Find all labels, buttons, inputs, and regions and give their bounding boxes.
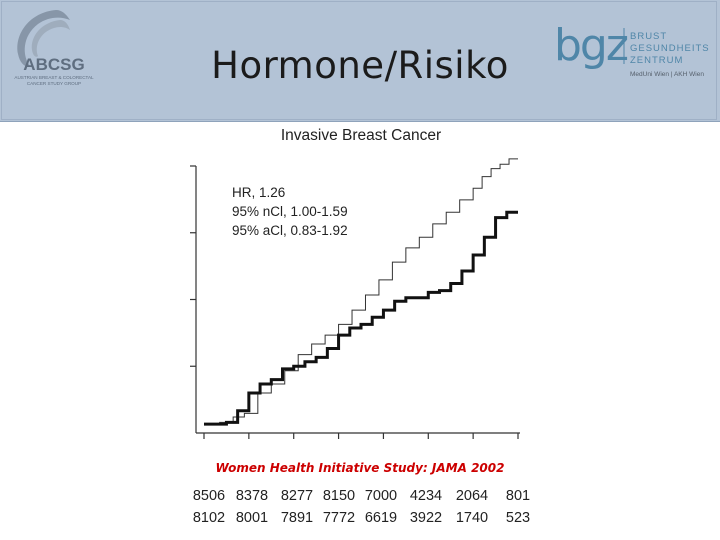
risk-cell: 3922 <box>409 510 443 526</box>
risk-cell: 523 <box>505 510 531 526</box>
risk-cell: 8102 <box>192 510 226 526</box>
abcsg-swirl-outer <box>17 10 70 67</box>
annotation-acl: 95% aCl, 0.83-1.92 <box>232 223 348 238</box>
risk-cell: 7772 <box>322 510 356 526</box>
risk-cell: 7891 <box>280 510 314 526</box>
abcsg-subline-2: CANCER STUDY GROUP <box>27 81 81 86</box>
risk-cell: 8150 <box>322 488 356 504</box>
abcsg-logo: ABCSG AUSTRIAN BREAST & COLORECTAL CANCE… <box>14 10 94 86</box>
risk-cell: 8277 <box>280 488 314 504</box>
chart-title: Invasive Breast Cancer <box>280 127 442 144</box>
abcsg-wordmark: ABCSG <box>23 55 84 74</box>
bgz-line-1: BRUST <box>630 31 667 42</box>
annotation-ncl: 95% nCl, 1.00-1.59 <box>232 204 348 219</box>
bgz-line-3: ZENTRUM <box>630 55 683 66</box>
bgz-logo: bgz BRUST GESUNDHEITS ZENTRUM MedUni Wie… <box>554 20 710 78</box>
slide-title: Hormone/Risiko <box>211 44 509 87</box>
risk-cell: 1740 <box>455 510 489 526</box>
risk-row: 8506 8378 8277 8150 7000 4234 2064 801 <box>186 488 546 508</box>
source-note: Women Health Initiative Study: JAMA 2002 <box>215 461 505 475</box>
annotation-hr: HR, 1.26 <box>232 185 285 200</box>
series-group <box>204 158 518 426</box>
risk-cell: 4234 <box>409 488 443 504</box>
risk-cell: 8506 <box>192 488 226 504</box>
bgz-line-4: MedUni Wien | AKH Wien <box>630 71 704 78</box>
slide-header: ABCSG AUSTRIAN BREAST & COLORECTAL CANCE… <box>0 0 720 122</box>
risk-cell: 2064 <box>455 488 489 504</box>
risk-cell: 6619 <box>364 510 398 526</box>
risk-cell: 7000 <box>364 488 398 504</box>
header-frame <box>1 1 717 120</box>
bgz-mark: bgz <box>554 20 628 71</box>
abcsg-subline-1: AUSTRIAN BREAST & COLORECTAL <box>14 75 94 80</box>
y-ticks <box>190 165 196 367</box>
risk-cell: 8378 <box>235 488 269 504</box>
abcsg-swirl-inner <box>31 20 70 57</box>
x-ticks <box>203 433 519 439</box>
bgz-line-2: GESUNDHEITS <box>630 43 710 54</box>
series-line-thick <box>204 210 518 426</box>
risk-cell: 801 <box>505 488 531 504</box>
risk-row: 8102 8001 7891 7772 6619 3922 1740 523 <box>186 510 546 530</box>
risk-cell: 8001 <box>235 510 269 526</box>
